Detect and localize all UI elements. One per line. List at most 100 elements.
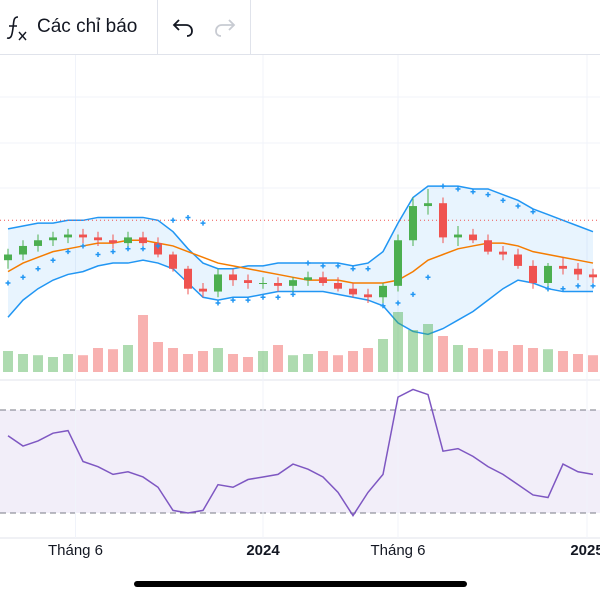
- candle-body: [139, 237, 147, 244]
- volume-bar: [393, 312, 403, 372]
- candle-body: [529, 265, 537, 283]
- volume-bar: [543, 349, 553, 372]
- sar-dot: [335, 263, 341, 269]
- volume-bar: [408, 330, 418, 372]
- volume-bar: [363, 348, 373, 372]
- volume-bar: [243, 357, 253, 372]
- sar-dot: [515, 203, 521, 209]
- sar-dot: [260, 294, 266, 300]
- candle-body: [109, 240, 117, 244]
- volume-bar: [153, 342, 163, 372]
- candle-body: [439, 203, 447, 238]
- volume-bar: [423, 324, 433, 372]
- candle-body: [424, 203, 432, 207]
- home-indicator: [134, 581, 467, 587]
- separator: [250, 0, 251, 55]
- indicators-button[interactable]: Các chỉ báo: [37, 16, 138, 37]
- volume-bar: [123, 345, 133, 372]
- candle-body: [259, 283, 267, 284]
- sar-dot: [95, 252, 101, 257]
- candle-body: [64, 234, 72, 238]
- volume-bar: [48, 357, 58, 372]
- volume-bar: [318, 351, 328, 372]
- sar-dot: [50, 257, 56, 263]
- sar-dot: [80, 243, 86, 249]
- sar-dot: [320, 263, 326, 269]
- sar-dot: [470, 189, 476, 195]
- candle-body: [184, 268, 192, 289]
- sar-dot: [140, 246, 146, 252]
- candle-body: [229, 274, 237, 281]
- sar-dot: [125, 246, 131, 252]
- volume-bar: [108, 349, 118, 372]
- sar-dot: [590, 283, 596, 289]
- sar-dot: [455, 186, 461, 192]
- volume-bar: [78, 355, 88, 372]
- volume-bar: [588, 355, 598, 372]
- sar-dot: [170, 217, 176, 223]
- candle-body: [19, 245, 27, 255]
- x-tick-label: Tháng 6: [370, 542, 425, 559]
- sar-dot: [425, 274, 431, 280]
- candle-body: [589, 274, 597, 278]
- volume-bar: [333, 355, 343, 372]
- volume-bar: [258, 351, 268, 372]
- candle-body: [499, 251, 507, 255]
- volume-bar: [138, 315, 148, 372]
- sar-dot: [560, 286, 566, 292]
- sar-dot: [35, 266, 41, 272]
- sar-dot: [65, 249, 71, 255]
- sar-dot: [110, 249, 116, 255]
- candle-body: [169, 254, 177, 269]
- volume-bar: [228, 354, 238, 372]
- redo-icon[interactable]: [212, 16, 236, 38]
- volume-bar: [438, 336, 448, 372]
- candle-body: [364, 294, 372, 298]
- bollinger-fill: [8, 186, 593, 335]
- volume-bar: [468, 348, 478, 372]
- bollinger-mid: [7, 239, 594, 284]
- candle-body: [409, 206, 417, 241]
- sar-dot: [575, 283, 581, 289]
- candle-body: [289, 280, 297, 286]
- volume-bar: [453, 345, 463, 372]
- volume-bar: [558, 351, 568, 372]
- volume-bar: [273, 345, 283, 372]
- candle-body: [244, 280, 252, 283]
- chart: Tháng 6 2024 Tháng 6 2025: [0, 55, 600, 559]
- candle-body: [379, 285, 387, 298]
- candle-body: [394, 240, 402, 286]
- volume-bar: [483, 349, 493, 372]
- candle-body: [94, 237, 102, 241]
- volume-bar: [288, 355, 298, 372]
- separator: [157, 0, 158, 55]
- sar-dot: [5, 280, 11, 286]
- volume-bar: [513, 345, 523, 372]
- volume-bar: [573, 354, 583, 372]
- volume-bar: [528, 348, 538, 372]
- bollinger-lower: [7, 259, 593, 336]
- volume-bar: [213, 348, 223, 372]
- fx-icon[interactable]: [4, 14, 30, 42]
- sar-dot: [350, 266, 356, 272]
- sar-dot: [545, 286, 551, 292]
- sar-dot: [200, 220, 206, 226]
- candle-body: [484, 240, 492, 252]
- sar-dot: [365, 266, 371, 272]
- candle-body: [349, 288, 357, 295]
- candle-body: [514, 254, 522, 266]
- x-tick-label: Tháng 6: [48, 542, 103, 559]
- candle-body: [274, 283, 282, 286]
- candle-body: [574, 268, 582, 275]
- volume-bar: [168, 348, 178, 372]
- undo-icon[interactable]: [172, 16, 196, 38]
- volume-bar: [3, 351, 13, 372]
- volume-bar: [33, 355, 43, 372]
- candle-body: [199, 288, 207, 292]
- sar-dot: [485, 192, 491, 198]
- candle-body: [544, 265, 552, 283]
- candle-body: [334, 283, 342, 289]
- volume-bar: [498, 351, 508, 372]
- sar-dot: [380, 303, 386, 309]
- sar-dot: [275, 294, 281, 300]
